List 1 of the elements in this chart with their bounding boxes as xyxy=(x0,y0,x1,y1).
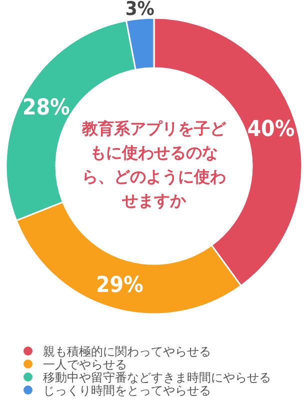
title: 教育系アプリを子どもに使わせるのなら、どのように使わせますか xyxy=(80,118,228,212)
